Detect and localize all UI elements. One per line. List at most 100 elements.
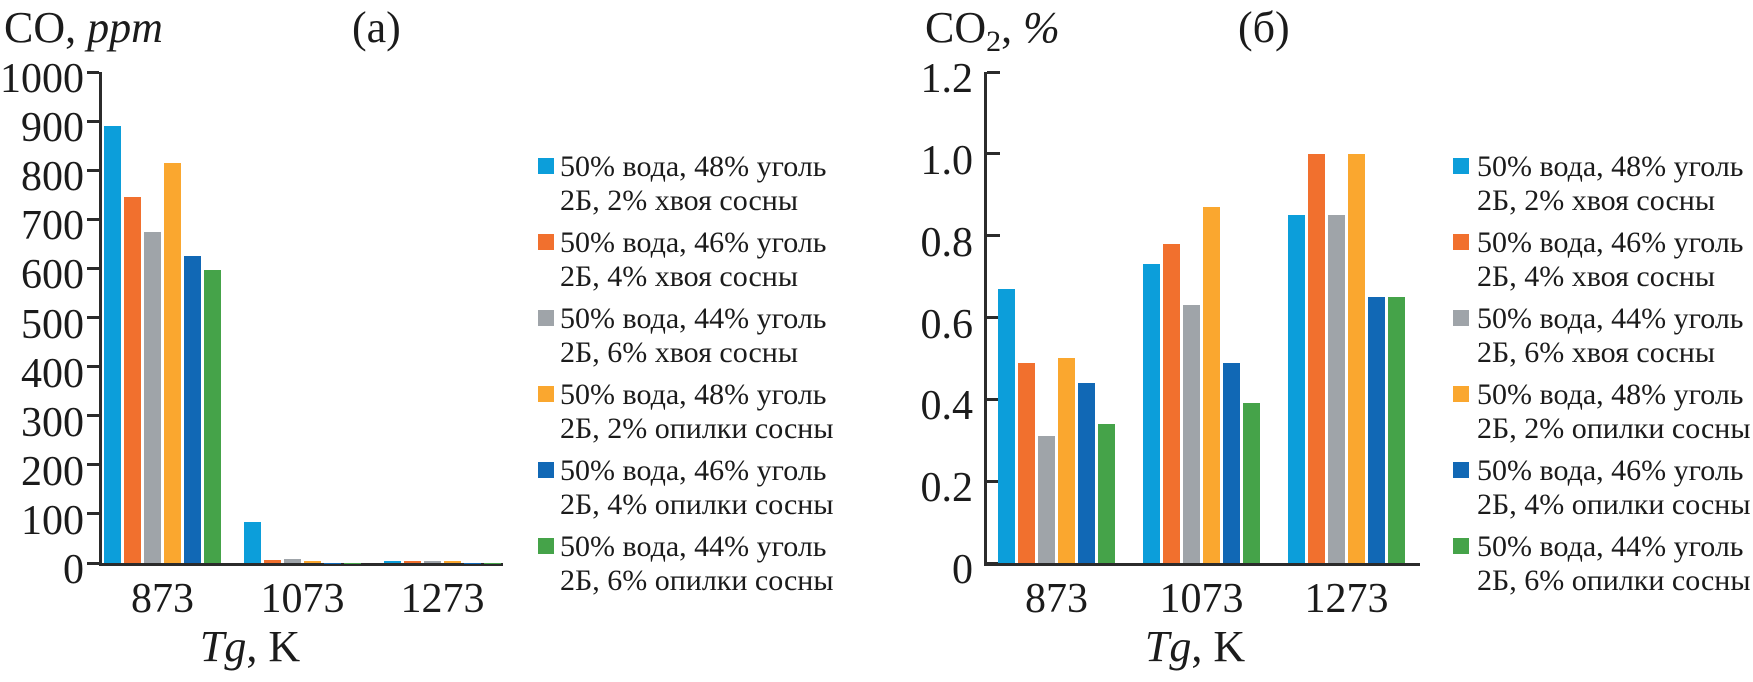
bar [1078,382,1095,563]
bar [1018,362,1035,563]
y-axis-tick [986,316,1000,319]
bar [484,562,501,563]
y-tick-label: 100 [21,497,84,544]
legend-label-line1: 50% вода, 48% уголь [560,378,827,411]
bar [464,562,481,563]
legend-swatch [1453,386,1469,402]
y-axis-tick [86,70,99,74]
legend-label-line1: 50% вода, 46% уголь [1477,226,1744,259]
bar [1223,362,1240,563]
legend-swatch [538,310,554,326]
legend-label-line1: 50% вода, 48% уголь [1477,150,1744,183]
legend-label-line2: 2Б, 6% опилки сосны [560,564,834,597]
bar [1163,243,1180,563]
x-category-label: 873 [131,576,194,622]
bar [324,562,341,563]
bar [998,288,1015,563]
legend-label-line2: 2Б, 4% хвоя сосны [560,260,798,293]
y-axis-tick [86,119,99,123]
y-axis-tick [986,70,1000,74]
y-tick-label: 1000 [0,56,84,102]
y-axis-tick [986,234,1000,238]
legend-swatch [538,538,554,554]
y-axis-tick [986,397,1000,401]
panel-label: (a) [352,3,401,52]
legend-label-line1: 50% вода, 48% уголь [560,150,827,183]
y-axis-title: CO, ppm [4,6,163,50]
bar [1058,358,1075,563]
legend-label-line2: 2Б, 2% хвоя сосны [560,184,798,217]
bar [304,561,321,563]
legend-label-line1: 50% вода, 44% уголь [560,302,827,335]
y-tick-label: 0.8 [920,219,974,266]
x-axis-title: Tg, K [100,625,400,669]
y-axis-tick [86,316,99,319]
y-tick-label: 0.4 [920,383,974,430]
legend-label-line1: 50% вода, 46% уголь [560,454,827,487]
legend-swatch [1453,310,1469,326]
y-axis-line [983,72,987,566]
bar [1368,297,1385,563]
bar [384,561,401,563]
y-tick-label: 1.2 [920,56,974,102]
bar [1288,215,1305,563]
bar [1038,436,1055,563]
legend-label-line1: 50% вода, 44% уголь [1477,530,1744,563]
bar [424,560,441,563]
x-category-label: 1273 [400,576,485,622]
legend-label-line2: 2Б, 2% хвоя сосны [1477,184,1715,217]
x-category-label: 1073 [260,576,345,622]
y-tick-label: 300 [21,399,84,446]
bar [1348,153,1365,563]
bar [264,559,281,563]
y-tick-label: 900 [21,105,84,152]
x-category-label: 1073 [1159,576,1244,622]
y-tick-label: 0.6 [920,301,974,348]
bar [164,163,181,563]
bar [244,522,261,563]
bar [1243,403,1260,563]
bar [344,562,361,563]
y-axis-title: CO2, % [925,3,1060,57]
legend-label-line2: 2Б, 4% опилки сосны [1477,488,1751,521]
x-axis-line [98,563,503,566]
bar [1098,423,1115,563]
legend-label-line1: 50% вода, 46% уголь [1477,454,1744,487]
x-axis-title-part: Tg [199,622,247,671]
legend-label-line2: 2Б, 2% опилки сосны [1477,412,1751,445]
y-axis-tick [86,168,99,172]
legend-label-line2: 2Б, 6% хвоя сосны [560,336,798,369]
legend-swatch [1453,234,1469,250]
legend-label-line2: 2Б, 6% хвоя сосны [1477,336,1715,369]
bar [1203,207,1220,563]
y-tick-label: 800 [21,154,84,201]
x-axis-title: Tg, K [1045,625,1345,669]
y-axis-tick [86,217,99,221]
legend-label-line1: 50% вода, 46% уголь [560,226,827,259]
bar [1183,305,1200,563]
bar [404,561,421,563]
bar [1388,297,1405,563]
bar [1328,215,1345,563]
y-axis-tick [986,561,1000,565]
legend-swatch [1453,158,1469,174]
legend-swatch [538,158,554,174]
y-tick-label: 0 [63,547,84,593]
bar [1143,264,1160,563]
panel-label: (б) [1238,3,1290,52]
y-axis-title-part: CO, [4,3,88,52]
legend-swatch [538,386,554,402]
bar [184,256,201,563]
y-tick-label: 600 [21,252,84,299]
y-axis-title-part: % [1023,3,1060,52]
legend-swatch [538,462,554,478]
x-category-label: 873 [1025,576,1088,622]
legend-label-line1: 50% вода, 48% уголь [1477,378,1744,411]
y-tick-label: 0.2 [920,465,974,512]
y-axis-tick [986,152,1000,156]
y-axis-title-part: , [1001,3,1024,52]
y-tick-label: 200 [21,448,84,495]
y-axis-tick [86,512,99,516]
y-axis-title-part: 2 [986,25,1002,58]
bar [284,558,301,563]
